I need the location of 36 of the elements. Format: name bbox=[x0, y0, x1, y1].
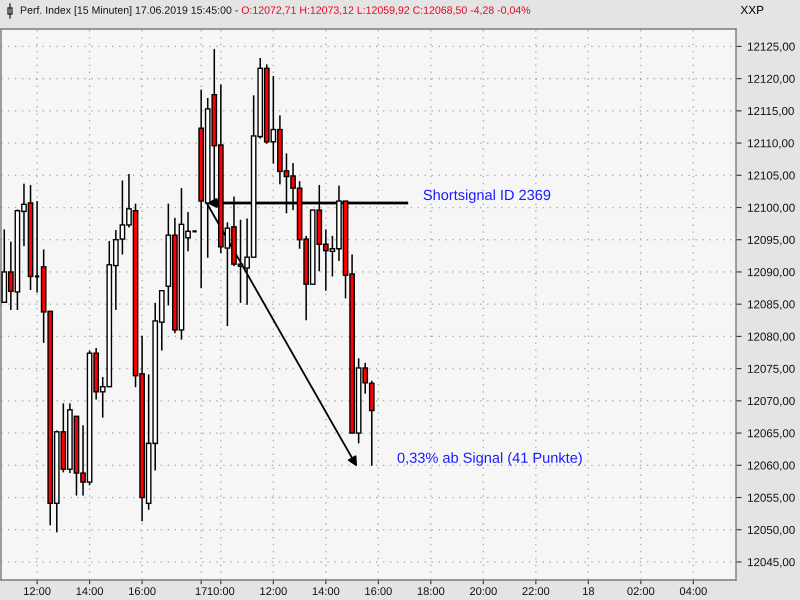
y-tick-label: 12080,00 bbox=[748, 332, 795, 342]
x-tick-label: 14:00 bbox=[312, 587, 340, 596]
y-tick-label: 12055,00 bbox=[748, 494, 795, 504]
annotation: 0,33% ab Signal (41 Punkte) bbox=[398, 452, 582, 466]
y-tick-label: 12120,00 bbox=[748, 74, 795, 84]
y-tick-label: 12060,00 bbox=[748, 461, 795, 471]
y-tick-label: 12100,00 bbox=[748, 204, 795, 214]
y-tick-label: 12065,00 bbox=[748, 429, 795, 439]
x-tick-label: 04:00 bbox=[680, 587, 707, 596]
x-tick-label: 18:00 bbox=[418, 587, 444, 596]
y-tick-label: 12085,00 bbox=[748, 300, 795, 310]
x-tick-label: 12:00 bbox=[24, 587, 51, 596]
y-tick-label: 12075,00 bbox=[748, 364, 795, 374]
x-tick-label: 16:00 bbox=[365, 587, 392, 596]
chart-subtitle: O:12072,71 H:12073,12 L:12059,92 C:12068,50 -4,28 -0,04% bbox=[242, 6, 530, 16]
x-tick-label: 20:00 bbox=[470, 587, 497, 596]
x-tick-label: 22:00 bbox=[522, 587, 550, 596]
x-tick-label: 17 bbox=[196, 587, 207, 595]
y-axis-title: XXP bbox=[740, 6, 764, 14]
x-tick-label: 18 bbox=[583, 587, 594, 596]
y-tick-label: 12045,00 bbox=[748, 558, 795, 568]
y-tick-label: 12110,00 bbox=[748, 139, 794, 149]
y-tick-label: 12050,00 bbox=[748, 526, 795, 536]
chart-title: Perf. Index [15 Minuten] 17.06.2019 15:45:00 - bbox=[20, 6, 238, 16]
y-tick-label: 12105,00 bbox=[748, 171, 795, 181]
y-tick-label: 12125,00 bbox=[748, 42, 795, 52]
x-tick-label: 02:00 bbox=[627, 587, 654, 596]
y-tick-label: 12090,00 bbox=[748, 268, 795, 278]
y-tick-label: 12115,00 bbox=[748, 106, 794, 116]
x-tick-label: 16:00 bbox=[129, 587, 156, 596]
ref-line-label: Shortsignal ID 2369 bbox=[424, 189, 550, 203]
x-tick-label: 14:00 bbox=[76, 587, 104, 596]
y-tick-label: 12095,00 bbox=[748, 236, 795, 246]
x-tick-label: 12:00 bbox=[260, 587, 287, 596]
y-tick-label: 12070,00 bbox=[748, 396, 795, 406]
x-tick-label: 10:00 bbox=[208, 587, 234, 596]
